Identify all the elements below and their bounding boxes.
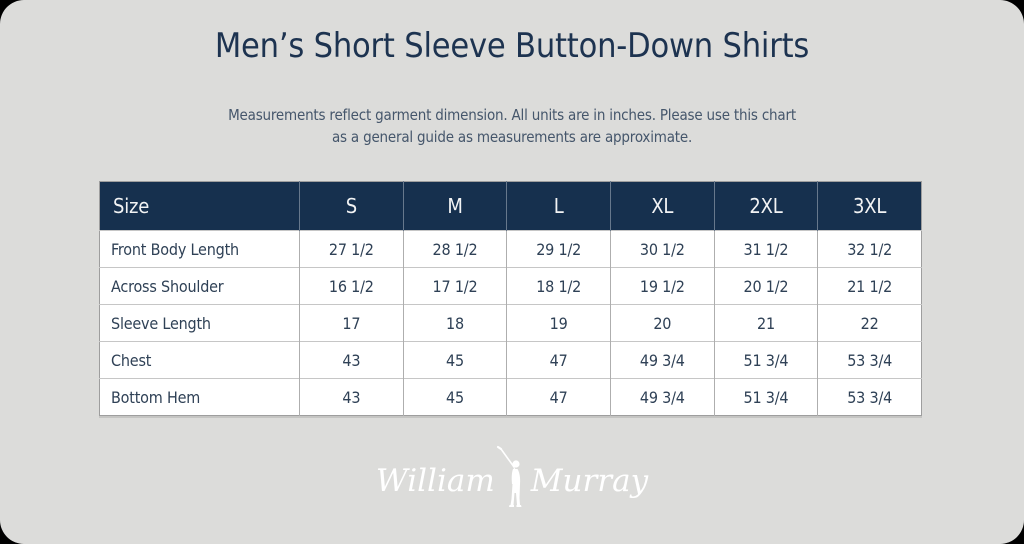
cell-value: 20 1/2 [713,267,818,305]
cell-value: 18 1/2 [506,267,611,305]
table-header-row: Size S M L XL 2XL 3XL [99,181,922,231]
header-cell-l: L [506,181,611,231]
cell-value: 32 1/2 [817,230,922,268]
cell-value: 47 [506,341,611,379]
table-row: Chest 43 45 47 49 3/4 51 3/4 53 3/4 [99,341,922,379]
cell-value: 21 [713,304,818,342]
header-cell-2xl: 2XL [713,181,818,231]
header-cell-xl: XL [609,181,715,231]
cell-value: 45 [402,341,507,379]
cell-value: 47 [506,378,611,416]
row-label: Across Shoulder [99,267,300,305]
header-cell-m: M [402,181,507,231]
cell-value: 22 [817,304,922,342]
cell-value: 51 3/4 [713,341,818,379]
cell-value: 53 3/4 [817,378,922,416]
cell-value: 53 3/4 [817,341,922,379]
cell-value: 18 [402,304,507,342]
cell-value: 49 3/4 [609,341,715,379]
cell-value: 30 1/2 [609,230,715,268]
cell-value: 27 1/2 [299,230,404,268]
row-label: Bottom Hem [99,378,300,416]
cell-value: 31 1/2 [713,230,818,268]
cell-value: 51 3/4 [713,378,818,416]
logo-word-murray: Murray [530,462,649,499]
table-row: Front Body Length 27 1/2 28 1/2 29 1/2 3… [99,230,922,268]
table-row: Bottom Hem 43 45 47 49 3/4 51 3/4 53 3/4 [99,378,922,416]
cell-value: 29 1/2 [506,230,611,268]
cell-value: 43 [299,378,404,416]
row-label: Front Body Length [99,230,300,268]
subtitle-line-2: as a general guide as measurements are a… [331,128,693,146]
header-cell-3xl: 3XL [817,181,922,231]
table-row: Across Shoulder 16 1/2 17 1/2 18 1/2 19 … [99,267,922,305]
size-table: Size S M L XL 2XL 3XL Front Body Length … [99,181,922,416]
row-label: Sleeve Length [99,304,300,342]
cell-value: 21 1/2 [817,267,922,305]
logo-word-william: William [375,462,495,499]
brand-logo: William Murray [0,442,1024,520]
cell-value: 17 1/2 [402,267,507,305]
row-label: Chest [99,341,300,379]
page-title: Men’s Short Sleeve Button-Down Shirts [214,26,810,66]
cell-value: 19 [506,304,611,342]
cell-value: 45 [402,378,507,416]
cell-value: 28 1/2 [402,230,507,268]
cell-value: 20 [609,304,715,342]
cell-value: 49 3/4 [609,378,715,416]
subtitle: Measurements reflect garment dimension. … [0,104,1024,148]
subtitle-line-1: Measurements reflect garment dimension. … [228,106,796,124]
cell-value: 43 [299,341,404,379]
header-cell-s: S [299,181,404,231]
table-row: Sleeve Length 17 18 19 20 21 22 [99,304,922,342]
golfer-swing-icon [496,445,522,507]
cell-value: 17 [299,304,404,342]
header-cell-size: Size [99,181,300,231]
cell-value: 19 1/2 [609,267,715,305]
cell-value: 16 1/2 [299,267,404,305]
